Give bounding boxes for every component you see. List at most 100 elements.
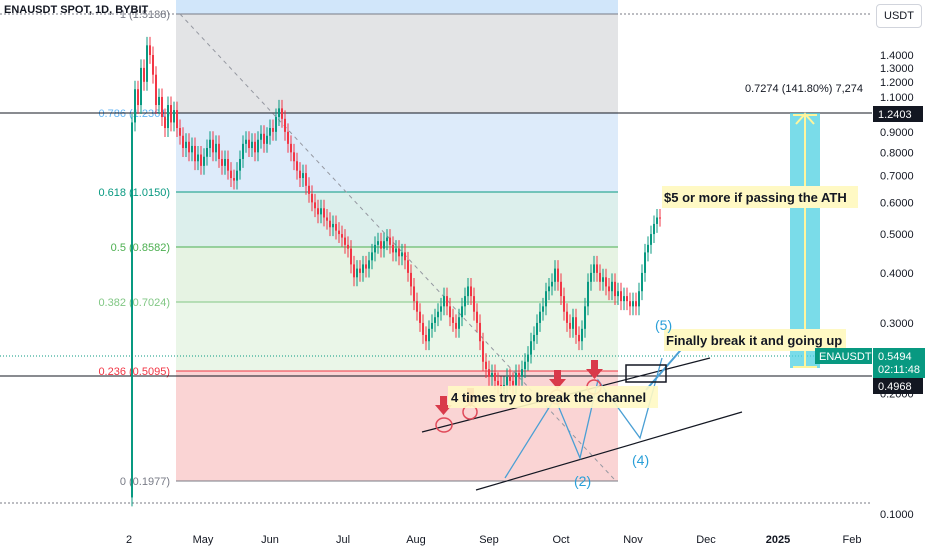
currency-button[interactable]: USDT <box>876 4 922 28</box>
last-price-badge <box>873 348 925 378</box>
channel-note-bg <box>448 386 658 408</box>
candle-body <box>497 380 499 385</box>
elliott-wave-path <box>504 357 663 479</box>
candle-body <box>272 128 274 132</box>
candle-body <box>386 237 388 242</box>
candle-body <box>554 268 556 282</box>
price-tick-label: 0.8000 <box>880 147 914 159</box>
candle-body <box>215 143 217 153</box>
candle-body <box>200 154 202 166</box>
candle-body <box>221 158 223 166</box>
candle-body <box>359 268 361 273</box>
ticker-name: ENAUSDT <box>819 351 872 363</box>
candle-body <box>182 135 184 149</box>
candle-body <box>656 217 658 224</box>
candle-body <box>461 306 463 318</box>
candle-body <box>140 67 142 106</box>
candle-body <box>344 237 346 245</box>
candle-body <box>362 264 364 273</box>
candle-body <box>542 306 544 312</box>
candle-body <box>206 148 208 157</box>
candle-body <box>626 296 628 302</box>
candle-body <box>464 296 466 307</box>
price-tick-label: 0.6000 <box>880 197 914 209</box>
candle-body <box>257 139 259 153</box>
candle-body <box>599 272 601 282</box>
candle-body <box>401 252 403 257</box>
candle-body <box>614 281 616 297</box>
candle-body <box>356 268 358 278</box>
candle-body <box>530 341 532 355</box>
candle-body <box>407 260 409 273</box>
candle-body <box>326 217 328 221</box>
candle-body <box>350 248 352 265</box>
candle-body <box>317 208 319 215</box>
candle-body <box>452 317 454 323</box>
candle-body <box>590 272 592 282</box>
candle-body <box>524 361 526 370</box>
candle-body <box>164 117 166 129</box>
candle-body <box>170 105 172 123</box>
candle-body <box>287 131 289 144</box>
candle-body <box>191 145 193 153</box>
candle-body <box>392 244 394 253</box>
candle-body <box>380 241 382 249</box>
candle-body <box>632 301 634 307</box>
candle-body <box>608 286 610 292</box>
price-tick-label: 0.1000 <box>880 509 914 521</box>
down-arrow-icon <box>435 396 452 415</box>
date-tick-label: Jul <box>336 534 350 546</box>
price-axis-bg[interactable] <box>872 0 932 530</box>
candle-body <box>299 170 301 179</box>
price-tick-label: 1.1000 <box>880 92 914 104</box>
candle-body <box>242 143 244 159</box>
candle-body <box>611 281 613 292</box>
candle-body <box>173 110 175 123</box>
candle-body <box>308 185 310 194</box>
target-price: 1.2403 <box>878 109 912 121</box>
fib-zone-green <box>176 247 618 302</box>
candle-body <box>218 143 220 159</box>
wave-label-5: (5) <box>655 317 672 333</box>
candle-body <box>434 317 436 323</box>
candle-body <box>134 89 136 123</box>
measure-readout: 0.7274 (141.80%) 7,274 <box>745 83 864 95</box>
candle-body <box>236 170 238 181</box>
candle-body <box>548 286 550 292</box>
fib-label: 0.236 (0.5095) <box>98 366 170 378</box>
candle-body <box>425 334 427 342</box>
candle-body <box>368 260 370 269</box>
candle-body <box>293 152 295 162</box>
candle-body <box>473 296 475 312</box>
price-tick-label: 1.2000 <box>880 77 914 89</box>
down-arrow-icon <box>586 360 603 379</box>
date-tick-label: Feb <box>843 534 862 546</box>
price-tick-label: 0.3000 <box>880 318 914 330</box>
symbol-title[interactable]: ENAUSDT SPOT, 1D, BYBIT <box>4 4 149 16</box>
candle-body <box>455 322 457 329</box>
fib-zone-blue <box>176 113 618 192</box>
fib-label: 0.618 (1.0150) <box>98 187 170 199</box>
date-axis-bg[interactable] <box>0 528 932 550</box>
candle-body <box>605 277 607 287</box>
candle-body <box>254 141 256 153</box>
down-arrow-icon <box>549 370 566 389</box>
channel-lower-line[interactable] <box>475 411 743 491</box>
candle-body <box>446 296 448 307</box>
candle-body <box>482 341 484 362</box>
countdown: 02:11:48 <box>878 364 920 376</box>
candle-body <box>596 264 598 273</box>
date-tick-label: 2 <box>126 534 132 546</box>
breakout-box[interactable] <box>625 364 667 383</box>
candle-body <box>416 301 418 312</box>
candle-body <box>227 158 229 171</box>
candle-body <box>623 296 625 302</box>
candle-body <box>659 217 661 219</box>
candle-body <box>470 286 472 297</box>
candle-body <box>161 96 163 118</box>
date-tick-label: Dec <box>696 534 716 546</box>
candle-body <box>551 281 553 287</box>
fib-label: 0.5 (0.8582) <box>111 242 170 254</box>
candle-body <box>638 291 640 307</box>
